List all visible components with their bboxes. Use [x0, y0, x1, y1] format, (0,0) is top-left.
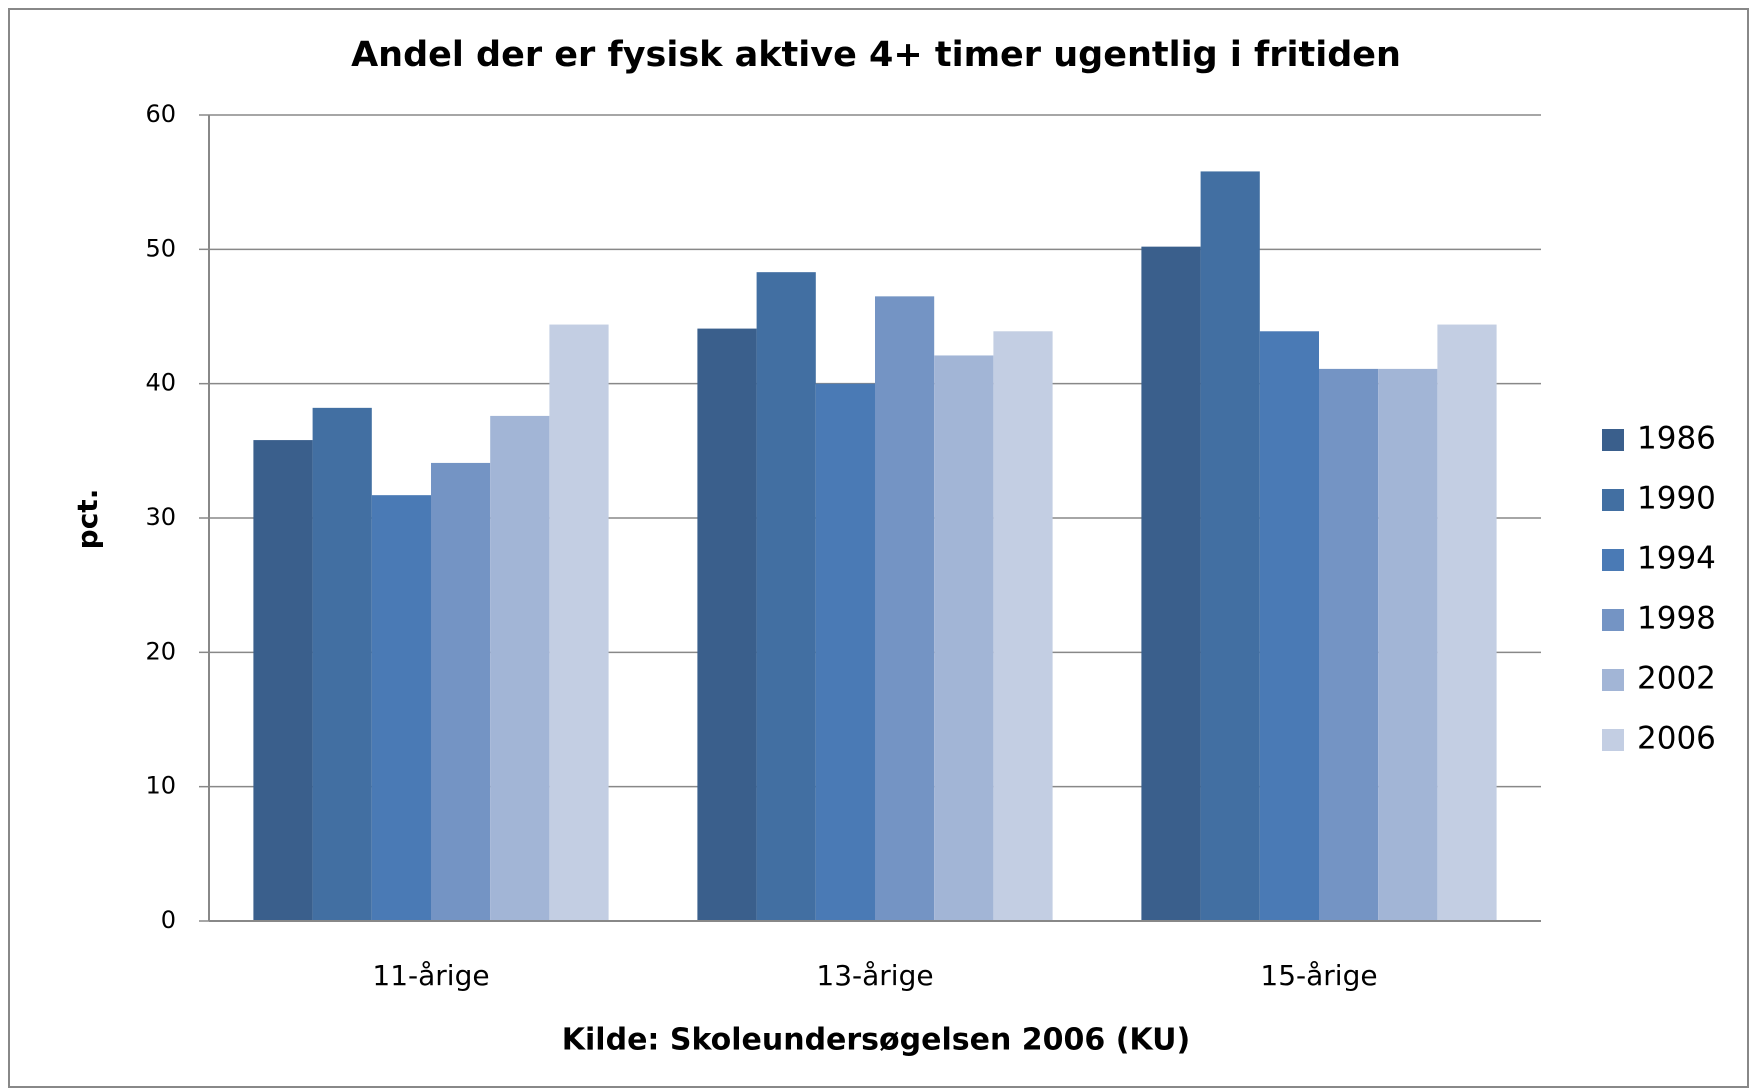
bar: [1141, 246, 1201, 921]
bar: [431, 462, 491, 921]
bar: [934, 355, 994, 921]
bar: [815, 383, 875, 922]
bar: [1259, 331, 1319, 921]
bar: [549, 324, 609, 921]
x-tick-label: 13-årige: [816, 959, 933, 992]
bar: [1437, 324, 1497, 921]
bar: [1378, 368, 1438, 921]
y-tick-label: 20: [145, 637, 176, 665]
bar: [756, 272, 816, 921]
legend-label: 2002: [1637, 661, 1716, 697]
bar: [253, 440, 313, 921]
legend-label: 2006: [1637, 721, 1716, 757]
legend-swatch: [1602, 489, 1624, 511]
bar: [875, 296, 935, 922]
bar: [1200, 171, 1260, 922]
y-axis-label: pct.: [71, 489, 104, 550]
bar: [697, 328, 757, 922]
x-tick-label: 11-årige: [372, 959, 489, 992]
bar: [312, 407, 372, 921]
legend-swatch: [1602, 549, 1624, 571]
legend-label: 1994: [1637, 541, 1716, 577]
legend-label: 1986: [1637, 421, 1716, 457]
bar: [993, 331, 1053, 921]
bar: [490, 415, 550, 921]
chart-title: Andel der er fysisk aktive 4+ timer ugen…: [351, 35, 1401, 75]
legend-swatch: [1602, 729, 1624, 751]
legend-swatch: [1602, 429, 1624, 451]
legend-label: 1990: [1637, 481, 1716, 517]
y-tick-label: 40: [145, 369, 176, 397]
y-tick-label: 60: [145, 100, 176, 128]
y-tick-label: 10: [145, 772, 176, 800]
bar: [371, 495, 431, 921]
x-tick-label: 15-årige: [1260, 959, 1377, 992]
legend-swatch: [1602, 609, 1624, 631]
y-tick-label: 0: [161, 906, 176, 934]
y-tick-label: 50: [145, 234, 176, 262]
x-axis-label: Kilde: Skoleundersøgelsen 2006 (KU): [562, 1023, 1190, 1058]
legend-swatch: [1602, 669, 1624, 691]
bar: [1319, 368, 1379, 921]
legend-label: 1998: [1637, 601, 1716, 637]
y-tick-label: 30: [145, 503, 176, 531]
